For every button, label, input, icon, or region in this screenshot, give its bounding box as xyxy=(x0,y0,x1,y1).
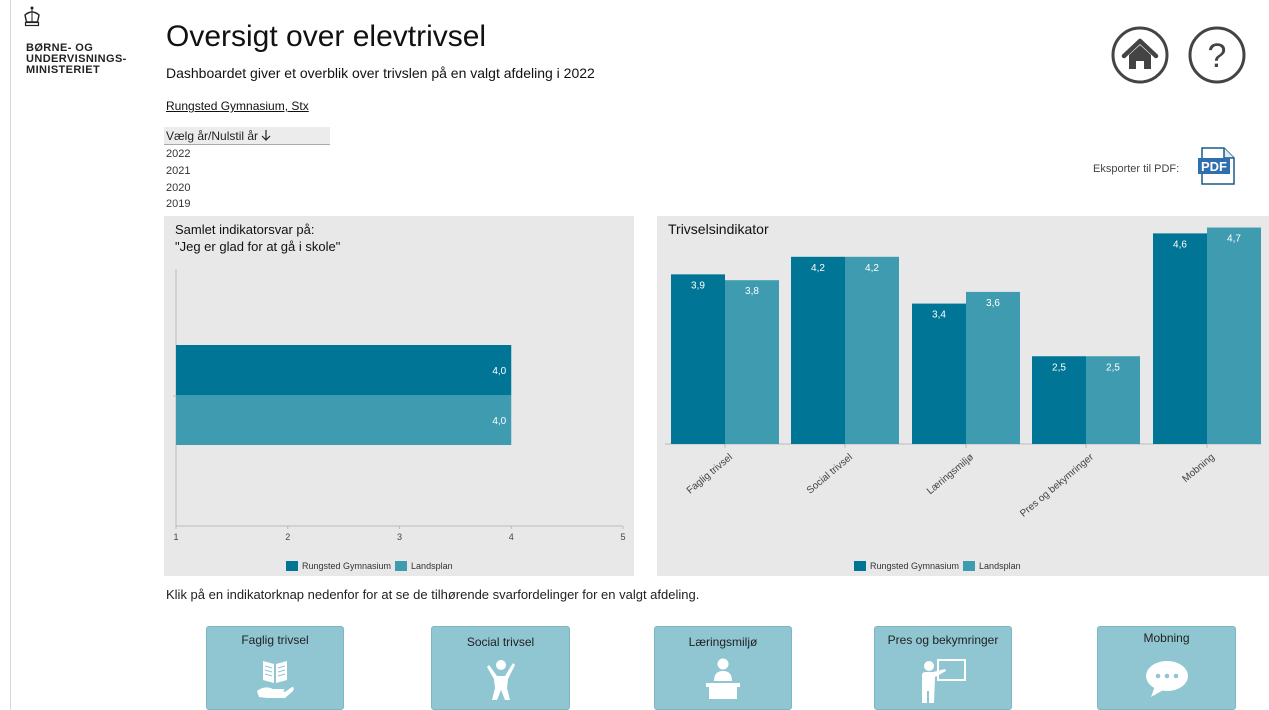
bar-value-label: 2,5 xyxy=(1052,362,1066,373)
crown-logo-icon xyxy=(22,6,42,33)
school-link[interactable]: Rungsted Gymnasium, Stx xyxy=(166,99,309,113)
teacher-at-board-icon xyxy=(922,659,966,703)
x-tick-label: Social trivsel xyxy=(805,452,855,497)
speech-bubble-icon xyxy=(1145,661,1188,697)
legend-label-rungsted: Rungsted Gymnasium xyxy=(302,561,392,571)
x-tick-label: Læringsmiljø xyxy=(925,452,976,497)
legend-swatch-landsplan xyxy=(963,561,976,571)
x-tick-label: 2 xyxy=(285,532,290,542)
person-at-desk-icon xyxy=(706,658,740,699)
indicator-button-pres-og-bekymringer[interactable]: Pres og bekymringer xyxy=(874,626,1012,710)
bar-landsplan xyxy=(176,395,512,445)
overall-chart-title: Samlet indikatorsvar på: "Jeg er glad fo… xyxy=(175,221,340,255)
export-pdf-label: Eksporter til PDF: xyxy=(1093,163,1180,175)
year-option-2020[interactable]: 2020 xyxy=(166,182,191,194)
x-tick-label: Pres og bekymringer xyxy=(1018,451,1096,519)
overall-indicator-chart: 1 2 3 4 5 4,0 4,0 xyxy=(173,269,626,542)
legend-label-rungsted: Rungsted Gymnasium xyxy=(870,561,960,571)
x-tick-label: Faglig trivsel xyxy=(685,452,735,497)
indicator-button-label: Faglig trivsel xyxy=(241,633,309,647)
bar-value-label: 3,4 xyxy=(932,310,946,321)
bar-value-label: 3,9 xyxy=(691,280,705,291)
bar-rungsted xyxy=(912,303,966,444)
bar-landsplan xyxy=(1207,227,1261,444)
indicator-button-label: Social trivsel xyxy=(466,635,535,649)
year-filter-label: Vælg år/Nulstil år xyxy=(166,129,259,143)
indicator-button-social-trivsel[interactable]: Social trivsel xyxy=(431,626,570,710)
trivsel-chart-legend: Rungsted Gymnasium Landsplan xyxy=(854,561,1021,571)
help-icon: ? xyxy=(1188,26,1246,84)
overall-indicator-panel: Samlet indikatorsvar på: "Jeg er glad fo… xyxy=(164,216,634,576)
export-pdf-button[interactable]: PDF xyxy=(1196,146,1238,191)
legend-label-landsplan: Landsplan xyxy=(411,561,453,571)
overall-chart-legend: Rungsted Gymnasium Landsplan xyxy=(286,561,453,571)
pdf-icon: PDF xyxy=(1198,147,1235,185)
indicator-button-label: Pres og bekymringer xyxy=(887,633,999,647)
help-glyph: ? xyxy=(1208,37,1227,75)
trivsel-indicator-panel: Trivselsindikator 3,9 3,8 Faglig trivsel 4,… xyxy=(657,216,1269,576)
year-option-2022[interactable]: 2022 xyxy=(166,148,191,160)
trivsel-chart-title: Trivselsindikator xyxy=(668,221,769,237)
indicator-instruction: Klik på en indikatorknap nedenfor for at… xyxy=(166,587,700,602)
sort-arrow-down-icon xyxy=(261,130,271,141)
ministry-logo-text: BØRNE- OG UNDERVISNINGS- MINISTERIET xyxy=(26,43,127,76)
bar-landsplan xyxy=(845,256,899,444)
pdf-icon-text: PDF xyxy=(1201,159,1227,174)
indicator-button-laeringsmiljoe[interactable]: Læringsmiljø xyxy=(654,626,792,710)
cheering-person-icon xyxy=(486,660,515,700)
bar-value-label: 2,5 xyxy=(1106,362,1120,373)
bar-rungsted xyxy=(176,345,512,395)
page-subtitle: Dashboardet giver et overblik over trivs… xyxy=(166,65,595,81)
bar-value-label: 4,2 xyxy=(865,263,879,274)
indicator-button-mobning[interactable]: Mobning xyxy=(1097,626,1236,710)
trivsel-indicator-chart: 3,9 3,8 Faglig trivsel 4,2 4,2 Social trivsel… xyxy=(665,227,1261,520)
logo-line-2: UNDERVISNINGS- xyxy=(26,53,127,65)
bar-rungsted xyxy=(791,256,845,444)
home-icon xyxy=(1111,26,1169,84)
legend-label-landsplan: Landsplan xyxy=(979,561,1021,571)
bar-landsplan xyxy=(725,280,779,444)
book-in-hand-icon xyxy=(257,661,294,698)
bar-value-label: 3,6 xyxy=(986,298,1000,309)
logo-line-1: BØRNE- OG xyxy=(26,42,94,54)
bar-value-label: 4,2 xyxy=(811,263,825,274)
legend-swatch-rungsted xyxy=(286,561,298,571)
legend-swatch-landsplan xyxy=(395,561,408,571)
page-title: Oversigt over elevtrivsel xyxy=(166,20,487,53)
year-option-2021[interactable]: 2021 xyxy=(166,165,191,177)
overall-chart-title-line-2: "Jeg er glad for at gå i skole" xyxy=(175,239,341,254)
bar-landsplan xyxy=(1086,356,1140,444)
bar-rungsted xyxy=(1153,233,1207,444)
bar-rungsted xyxy=(1032,356,1086,444)
indicator-button-label: Mobning xyxy=(1143,631,1190,645)
indicator-button-faglig-trivsel[interactable]: Faglig trivsel xyxy=(206,626,344,710)
x-tick-label: 1 xyxy=(173,532,178,542)
x-tick-label: 4 xyxy=(509,532,514,542)
overall-chart-title-line-1: Samlet indikatorsvar på: xyxy=(175,222,315,237)
x-tick-label: Mobning xyxy=(1180,452,1216,485)
page-left-border xyxy=(10,0,11,710)
home-button[interactable] xyxy=(1110,25,1170,90)
legend-swatch-rungsted xyxy=(854,561,866,571)
x-tick-label: 3 xyxy=(397,532,402,542)
logo-line-3: MINISTERIET xyxy=(26,64,101,76)
x-tick-label: 5 xyxy=(620,532,625,542)
bar-landsplan xyxy=(966,291,1020,444)
help-button[interactable]: ? xyxy=(1187,25,1247,90)
bar-value-label: 4,7 xyxy=(1227,234,1241,245)
indicator-button-label: Læringsmiljø xyxy=(688,635,758,649)
bar-value-label: 4,0 xyxy=(492,366,506,377)
bar-value-label: 4,6 xyxy=(1173,239,1187,250)
bar-value-label: 3,8 xyxy=(745,286,759,297)
year-option-2019[interactable]: 2019 xyxy=(166,198,191,210)
bar-value-label: 4,0 xyxy=(492,416,506,427)
bar-rungsted xyxy=(671,274,725,444)
year-filter-header[interactable]: Vælg år/Nulstil år xyxy=(164,127,330,145)
